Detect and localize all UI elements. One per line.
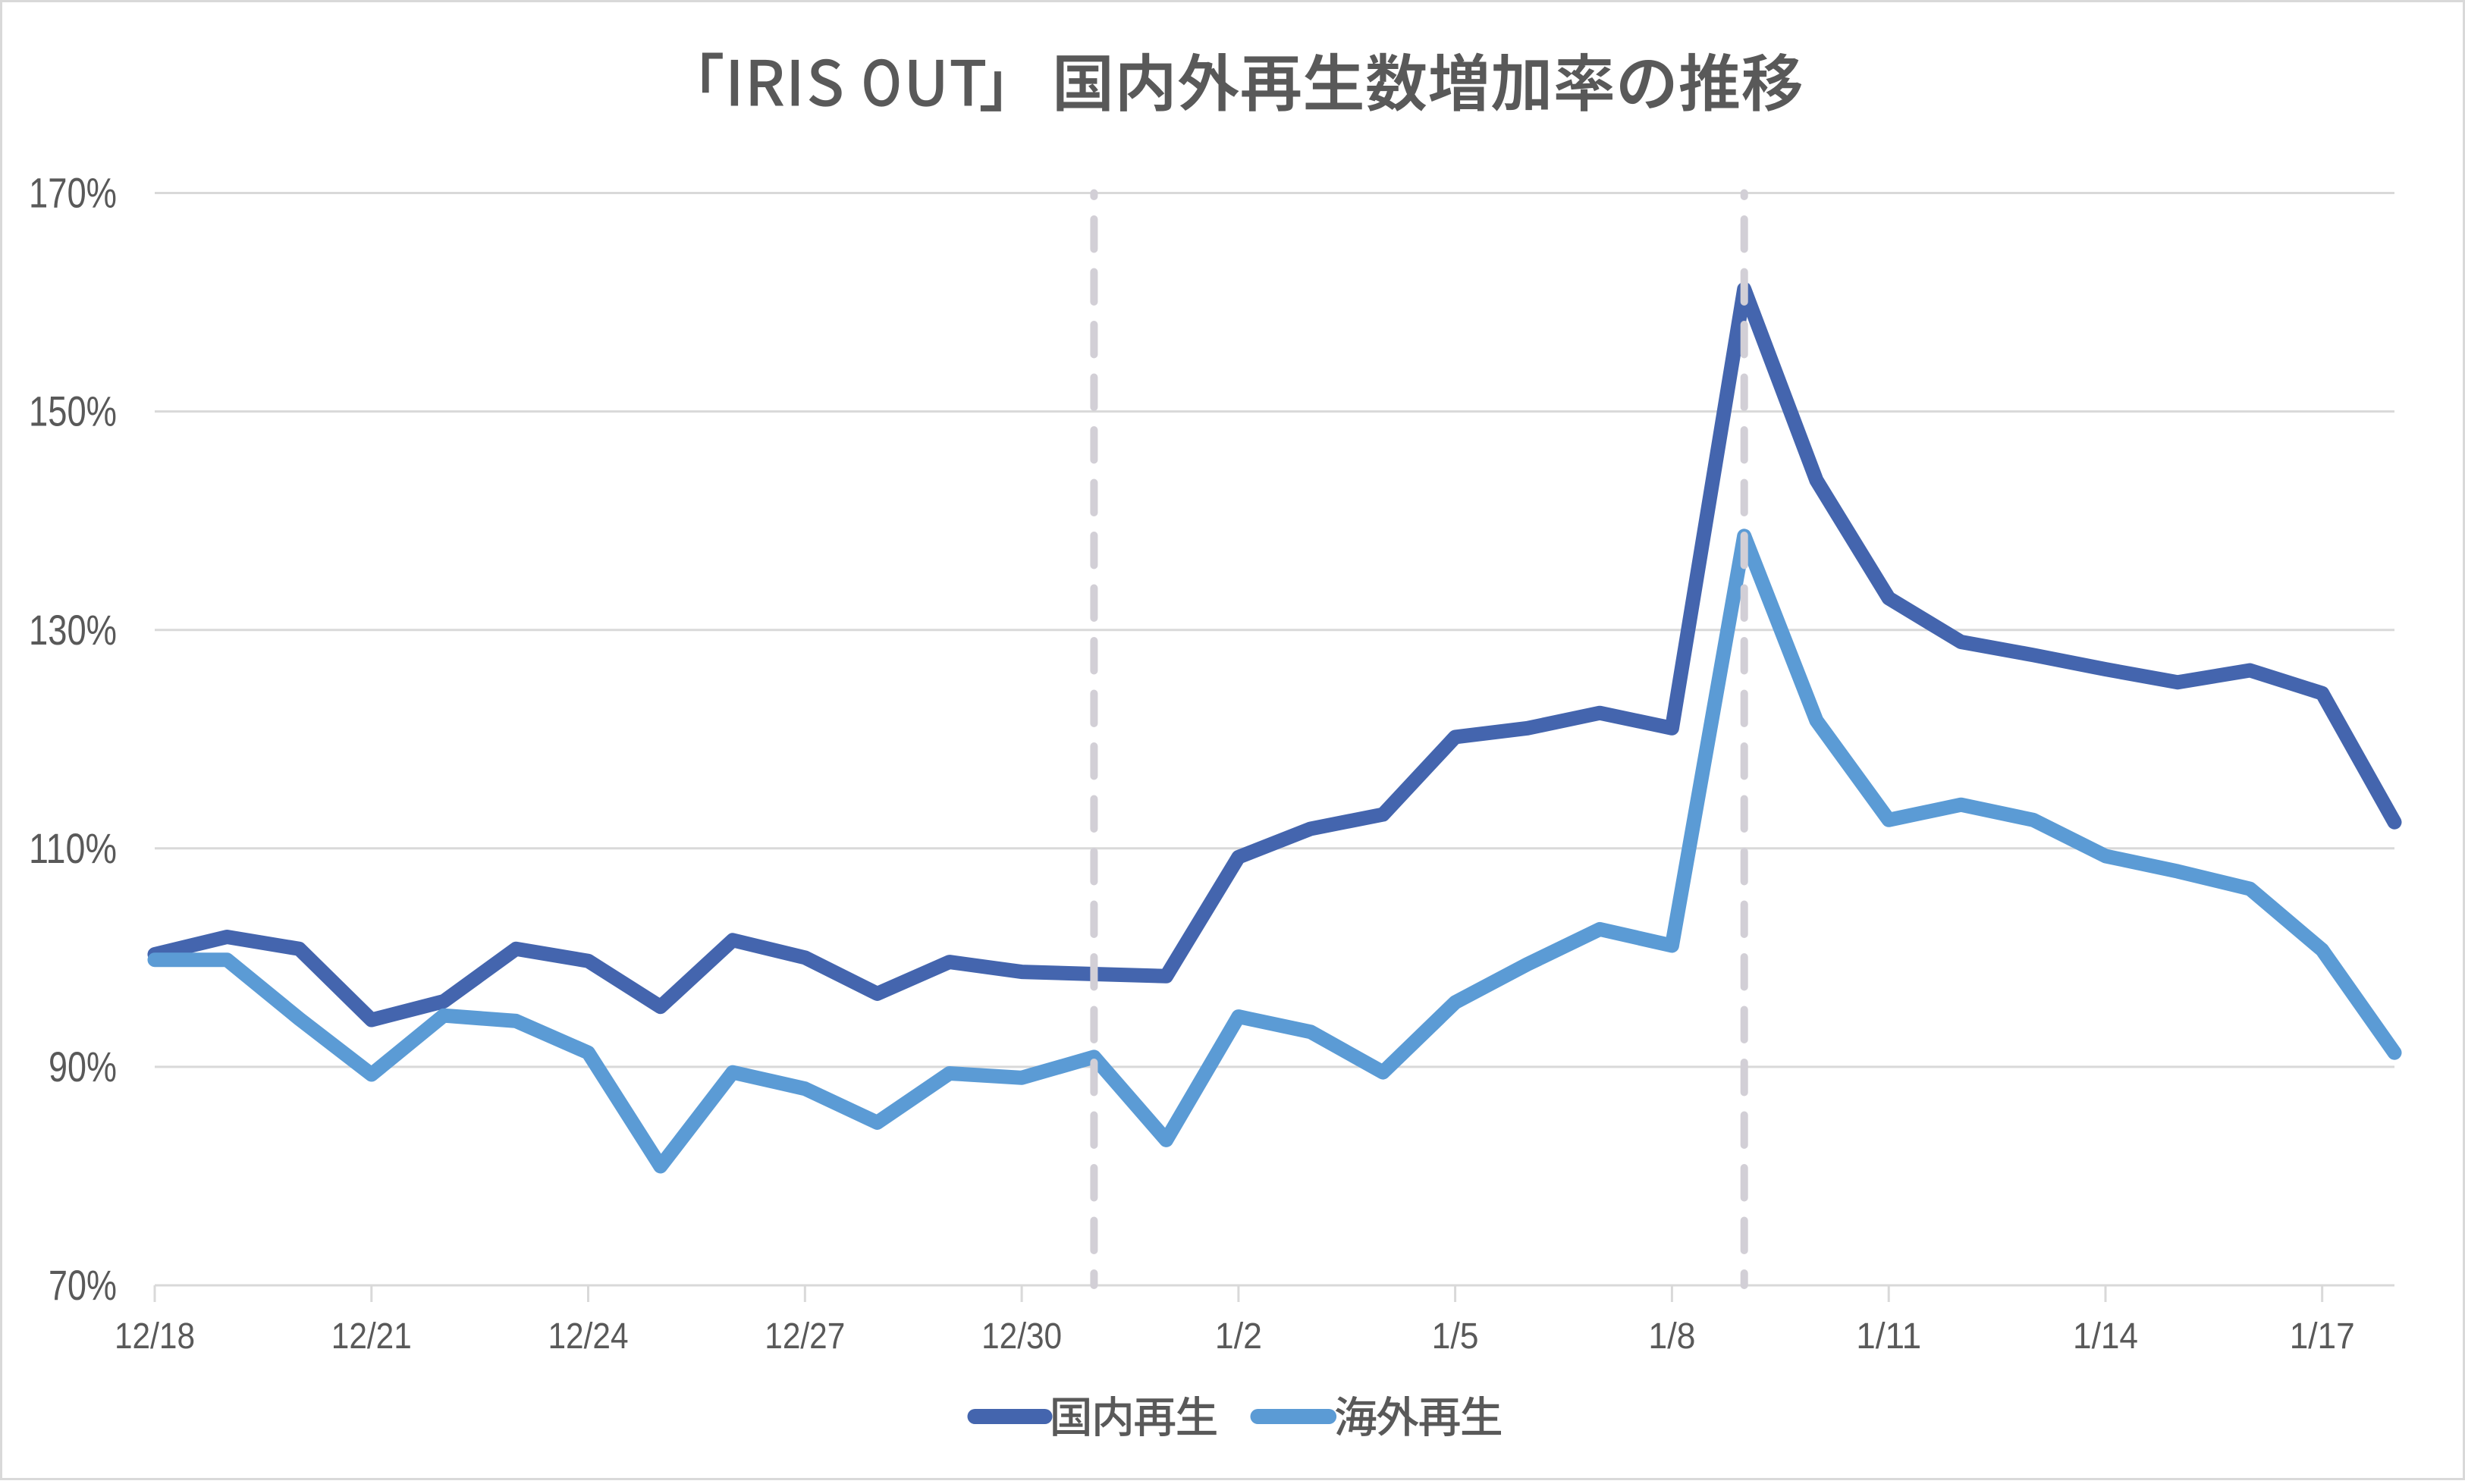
svg-text:1/14: 1/14	[2073, 1316, 2138, 1357]
svg-text:12/18: 12/18	[115, 1316, 195, 1357]
svg-text:12/30: 12/30	[981, 1316, 1062, 1357]
svg-text:12/27: 12/27	[765, 1316, 845, 1357]
svg-text:1/8: 1/8	[1648, 1316, 1695, 1357]
svg-text:110%: 110%	[29, 825, 117, 872]
svg-text:90%: 90%	[49, 1043, 117, 1090]
svg-text:12/21: 12/21	[331, 1316, 412, 1357]
svg-text:150%: 150%	[29, 388, 117, 435]
svg-text:12/24: 12/24	[548, 1316, 629, 1357]
svg-text:1/5: 1/5	[1432, 1316, 1479, 1357]
svg-text:130%: 130%	[29, 607, 117, 654]
svg-text:1/2: 1/2	[1215, 1316, 1262, 1357]
svg-text:170%: 170%	[29, 170, 117, 217]
svg-text:1/11: 1/11	[1856, 1316, 1921, 1357]
svg-text:70%: 70%	[49, 1262, 117, 1309]
svg-text:1/17: 1/17	[2290, 1316, 2355, 1357]
